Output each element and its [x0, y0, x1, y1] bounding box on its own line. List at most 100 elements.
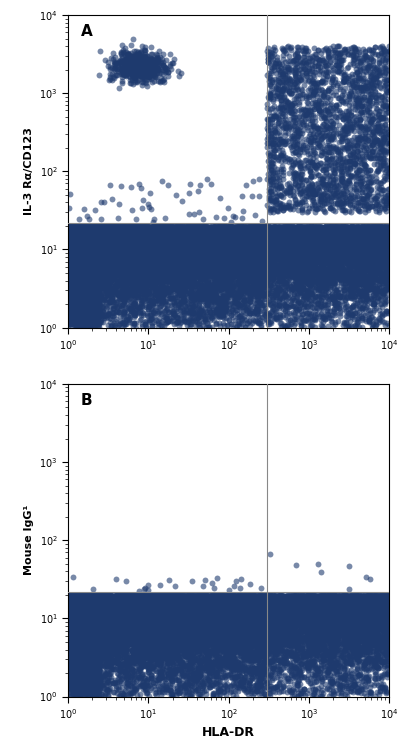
Point: [188, 592, 194, 604]
Point: [83, 623, 89, 635]
Point: [158, 610, 164, 622]
Point: [87, 599, 93, 611]
Point: [342, 75, 349, 87]
Point: [71, 610, 77, 622]
Point: [194, 607, 200, 619]
Point: [100, 277, 106, 289]
Point: [385, 228, 391, 240]
Point: [89, 616, 96, 628]
Point: [102, 224, 108, 236]
Point: [82, 612, 89, 624]
Point: [334, 301, 340, 313]
Point: [179, 234, 186, 246]
Point: [90, 606, 96, 618]
Point: [96, 245, 103, 257]
Point: [85, 598, 92, 610]
Point: [100, 222, 106, 234]
Point: [360, 222, 367, 234]
Point: [117, 589, 124, 601]
Point: [225, 273, 231, 285]
Point: [87, 220, 93, 232]
Point: [385, 235, 391, 247]
Point: [185, 258, 192, 270]
Point: [76, 224, 82, 236]
Point: [263, 616, 269, 628]
Point: [255, 658, 262, 670]
Point: [92, 225, 98, 237]
Point: [82, 288, 89, 300]
Point: [87, 682, 93, 694]
Point: [327, 611, 334, 623]
Point: [84, 228, 91, 240]
Point: [79, 593, 86, 605]
Point: [284, 636, 290, 648]
Point: [143, 281, 150, 293]
Point: [77, 602, 84, 614]
Point: [127, 625, 133, 637]
Point: [237, 285, 244, 297]
Point: [105, 598, 111, 610]
Point: [89, 245, 96, 257]
Point: [313, 236, 319, 248]
Point: [93, 647, 100, 659]
Point: [91, 308, 97, 320]
Point: [75, 595, 82, 607]
Point: [120, 595, 127, 607]
Point: [90, 245, 97, 257]
Point: [280, 598, 286, 610]
Point: [317, 226, 323, 238]
Point: [218, 598, 225, 610]
Point: [72, 225, 78, 237]
Point: [85, 622, 92, 634]
Point: [126, 628, 132, 640]
Point: [81, 240, 88, 252]
Point: [323, 226, 330, 238]
Point: [148, 617, 154, 629]
Point: [311, 240, 318, 252]
Point: [106, 649, 113, 661]
Point: [99, 255, 106, 267]
Point: [105, 590, 111, 602]
Point: [232, 594, 239, 606]
Point: [375, 49, 382, 61]
Point: [69, 669, 75, 681]
Point: [234, 234, 240, 246]
Point: [188, 291, 194, 303]
Point: [121, 271, 127, 283]
Point: [341, 245, 347, 257]
Point: [142, 237, 149, 249]
Point: [95, 252, 101, 264]
Point: [91, 655, 97, 667]
Point: [314, 663, 320, 675]
Point: [95, 220, 102, 232]
Point: [169, 227, 175, 239]
Point: [326, 234, 332, 246]
Point: [131, 240, 138, 252]
Point: [162, 593, 168, 605]
Point: [76, 652, 82, 664]
Point: [221, 619, 228, 631]
Point: [240, 228, 246, 240]
Point: [138, 225, 144, 237]
Point: [95, 607, 101, 619]
Point: [266, 595, 272, 607]
Point: [183, 601, 189, 613]
Point: [213, 677, 219, 689]
Point: [329, 258, 336, 270]
Point: [249, 249, 256, 261]
Point: [277, 673, 284, 685]
Point: [226, 229, 233, 241]
Point: [371, 232, 378, 244]
Point: [382, 598, 388, 610]
Point: [87, 235, 93, 247]
Point: [92, 594, 98, 606]
Point: [145, 624, 152, 636]
Point: [227, 652, 233, 664]
Point: [75, 230, 82, 242]
Point: [66, 233, 72, 245]
Point: [110, 624, 116, 636]
Point: [82, 633, 88, 645]
Point: [148, 603, 154, 615]
Point: [72, 244, 79, 256]
Point: [323, 55, 330, 67]
